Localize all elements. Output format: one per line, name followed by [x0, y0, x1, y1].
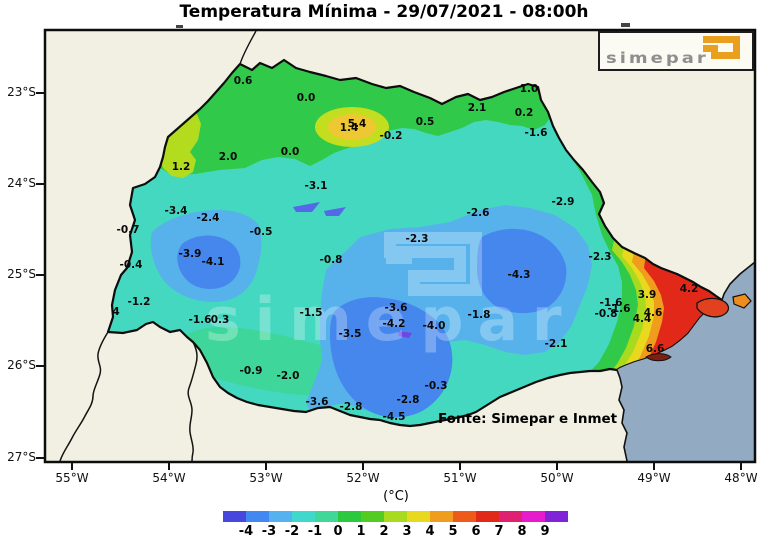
colorbar-tick-label: 4 — [425, 524, 435, 539]
parana-state-border — [106, 58, 724, 428]
lat-tick — [36, 92, 45, 94]
colorbar-tick-label: 0 — [333, 524, 343, 539]
lon-tick-label: 51°W — [443, 471, 477, 485]
simepar-logo-icon — [696, 35, 742, 65]
coastline-south — [616, 369, 628, 462]
top-tick-mark — [621, 23, 630, 27]
colorbar-title: (°C) — [383, 489, 409, 504]
colorbar-tick-label: 7 — [494, 524, 504, 539]
simepar-logo-text: simepar — [606, 49, 709, 67]
colorbar-segment — [430, 511, 453, 522]
lat-tick-label: 25°S — [7, 267, 36, 281]
colorbar-tick-label: -4 — [238, 524, 254, 539]
colorbar-tick-label: 6 — [471, 524, 481, 539]
lon-tick — [71, 462, 73, 470]
lon-tick — [168, 462, 170, 470]
colorbar-segment — [361, 511, 384, 522]
lon-tick — [740, 462, 742, 470]
source-note: Fonte: Simepar e Inmet — [438, 411, 618, 427]
colorbar-tick-label: 5 — [448, 524, 458, 539]
lat-tick-label: 27°S — [7, 450, 36, 464]
southwest-border-line — [59, 331, 109, 462]
colorbar-tick-label: 1 — [356, 524, 366, 539]
colorbar-tick-label: -1 — [307, 524, 323, 539]
lon-tick-label: 54°W — [152, 471, 186, 485]
colorbar-segment — [315, 511, 338, 522]
colorbar-tick-label: -2 — [284, 524, 300, 539]
colorbar-tick-label: 8 — [517, 524, 527, 539]
colorbar-segment — [545, 511, 568, 522]
north-neighbour-border-line — [239, 30, 257, 65]
bay-island-small — [732, 293, 752, 309]
watermark-text: simepar — [205, 285, 576, 355]
lat-tick — [36, 183, 45, 185]
colorbar-tick-label: 3 — [402, 524, 412, 539]
colorbar-segment — [453, 511, 476, 522]
lon-tick — [653, 462, 655, 470]
lon-tick — [362, 462, 364, 470]
lon-tick — [265, 462, 267, 470]
lon-tick-label: 53°W — [249, 471, 283, 485]
colorbar-segment — [223, 511, 246, 522]
lat-tick-label: 23°S — [7, 85, 36, 99]
colorbar-segment — [476, 511, 499, 522]
lon-tick — [459, 462, 461, 470]
lat-tick-label: 26°S — [7, 358, 36, 372]
simepar-logo: simepar — [598, 31, 754, 71]
lon-tick-label: 52°W — [346, 471, 380, 485]
lon-tick-label: 55°W — [55, 471, 89, 485]
coastline-north — [721, 261, 756, 301]
lon-tick-label: 48°W — [724, 471, 758, 485]
colorbar-segment — [269, 511, 292, 522]
colorbar-tick-label: 9 — [540, 524, 550, 539]
colorbar-tick-label: -3 — [261, 524, 277, 539]
south-border-line — [187, 341, 198, 462]
colorbar-segment — [499, 511, 522, 522]
colorbar-segment — [292, 511, 315, 522]
lon-tick-label: 49°W — [637, 471, 671, 485]
coastal-lagoon — [645, 353, 672, 362]
simepar-watermark: simepar — [205, 232, 576, 355]
colorbar-segment — [522, 511, 545, 522]
lat-tick-label: 24°S — [7, 176, 36, 190]
lon-tick-label: 50°W — [540, 471, 574, 485]
top-tick-mark — [176, 25, 183, 28]
bay-island — [696, 297, 730, 318]
lat-tick — [36, 457, 45, 459]
colorbar-segment — [407, 511, 430, 522]
colorbar-tick-label: 2 — [379, 524, 389, 539]
lat-tick — [36, 274, 45, 276]
page-title: Temperatura Mínima - 29/07/2021 - 08:00h — [179, 2, 589, 22]
colorbar: -4 -3 -2 -1 0 1 2 3 4 5 6 7 8 9 — [223, 511, 568, 543]
lat-tick — [36, 365, 45, 367]
colorbar-segment — [246, 511, 269, 522]
lon-tick — [556, 462, 558, 470]
colorbar-segment — [384, 511, 407, 522]
colorbar-segment — [338, 511, 361, 522]
map-frame-border — [43, 28, 757, 464]
